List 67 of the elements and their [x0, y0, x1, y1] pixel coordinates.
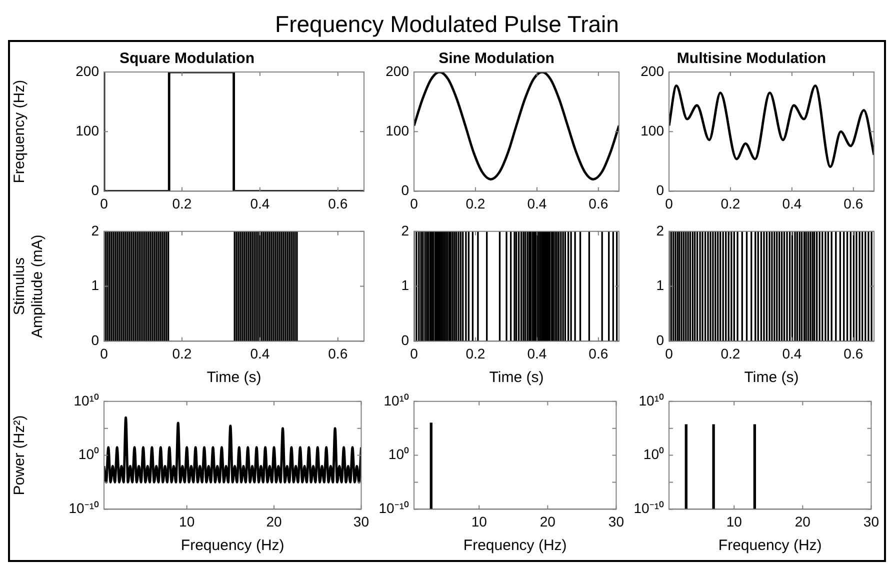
x-tick-label: 0.2 [172, 195, 192, 212]
x-tick-label: 0.2 [720, 195, 740, 212]
x-axis-title: Time (s) [206, 369, 262, 386]
y-tick-label: 100 [76, 122, 100, 138]
x-tick-label: 0.4 [782, 345, 802, 362]
y-tick-label: 10¹⁰ [74, 392, 99, 408]
y-tick-label: 0 [91, 332, 100, 348]
y-tick-label: 10¹⁰ [638, 392, 664, 408]
x-tick-label: 0.4 [527, 345, 547, 362]
x-tick-label: 0.6 [588, 345, 608, 362]
y-axis-title: Power (Hz²) [11, 415, 28, 496]
y-tick-label: 200 [76, 62, 100, 79]
y-tick-label: 200 [386, 62, 410, 79]
x-axis-title: Frequency (Hz) [180, 537, 284, 554]
x-tick-label: 20 [540, 513, 556, 530]
y-axis-title: Stimulus Amplitude (mA) [11, 234, 46, 338]
y-tick-label: 0 [401, 332, 410, 348]
x-tick-label: 30 [863, 513, 880, 530]
x-tick-label: 0.6 [844, 345, 864, 362]
x-tick-label: 0.4 [250, 345, 270, 362]
y-tick-label: 0 [401, 182, 410, 198]
x-tick-label: 20 [266, 513, 282, 530]
x-tick-label: 0.6 [328, 195, 348, 212]
x-tick-label: 0.6 [328, 345, 348, 362]
y-tick-label: 2 [656, 222, 664, 238]
chart-title: Sine Modulation [438, 50, 554, 68]
y-tick-label: 10¹⁰ [384, 392, 409, 408]
y-tick-label: 10⁰ [78, 446, 99, 462]
y-tick-label: 100 [640, 122, 664, 138]
y-tick-label: 1 [656, 277, 664, 294]
x-axis-title: Time (s) [489, 369, 544, 386]
y-tick-label: 10⁻¹⁰ [68, 500, 99, 516]
x-axis-title: Frequency (Hz) [463, 537, 567, 554]
x-tick-label: 0.6 [588, 195, 608, 212]
x-tick-label: 0.4 [782, 195, 802, 212]
x-tick-label: 10 [471, 513, 488, 530]
y-tick-label: 1 [91, 277, 100, 294]
x-tick-label: 30 [608, 513, 624, 530]
x-tick-label: 10 [726, 513, 742, 530]
y-tick-label: 200 [640, 62, 664, 79]
y-tick-label: 0 [656, 182, 664, 198]
x-axis-title: Time (s) [744, 369, 799, 386]
x-tick-label: 30 [353, 513, 370, 530]
x-tick-label: 10 [179, 513, 195, 530]
y-tick-label: 10⁰ [643, 446, 664, 462]
x-tick-label: 0.2 [466, 345, 486, 362]
chart-title: Square Modulation [120, 50, 254, 68]
x-tick-label: 20 [794, 513, 811, 530]
y-tick-label: 2 [91, 222, 100, 238]
x-tick-label: 0.4 [250, 195, 270, 212]
x-axis-title: Frequency (Hz) [718, 537, 822, 554]
x-tick-label: 0.6 [844, 195, 864, 212]
y-tick-label: 1 [401, 277, 410, 294]
x-tick-label: 0.2 [172, 345, 192, 362]
x-tick-label: 0.2 [720, 345, 740, 362]
chart-title: Multisine Modulation [676, 50, 826, 68]
y-tick-label: 0 [656, 332, 664, 348]
y-axis-title: Frequency (Hz) [11, 80, 28, 184]
y-tick-label: 100 [386, 122, 410, 138]
y-tick-label: 10⁰ [388, 446, 409, 462]
x-tick-label: 0.2 [466, 195, 486, 212]
y-tick-label: 10⁻¹⁰ [378, 500, 409, 516]
y-tick-label: 2 [401, 222, 410, 238]
text: Frequency Modulated Pulse Train [274, 10, 620, 39]
y-tick-label: 10⁻¹⁰ [634, 500, 664, 516]
x-tick-label: 0.4 [527, 195, 547, 212]
y-tick-label: 0 [91, 182, 100, 198]
